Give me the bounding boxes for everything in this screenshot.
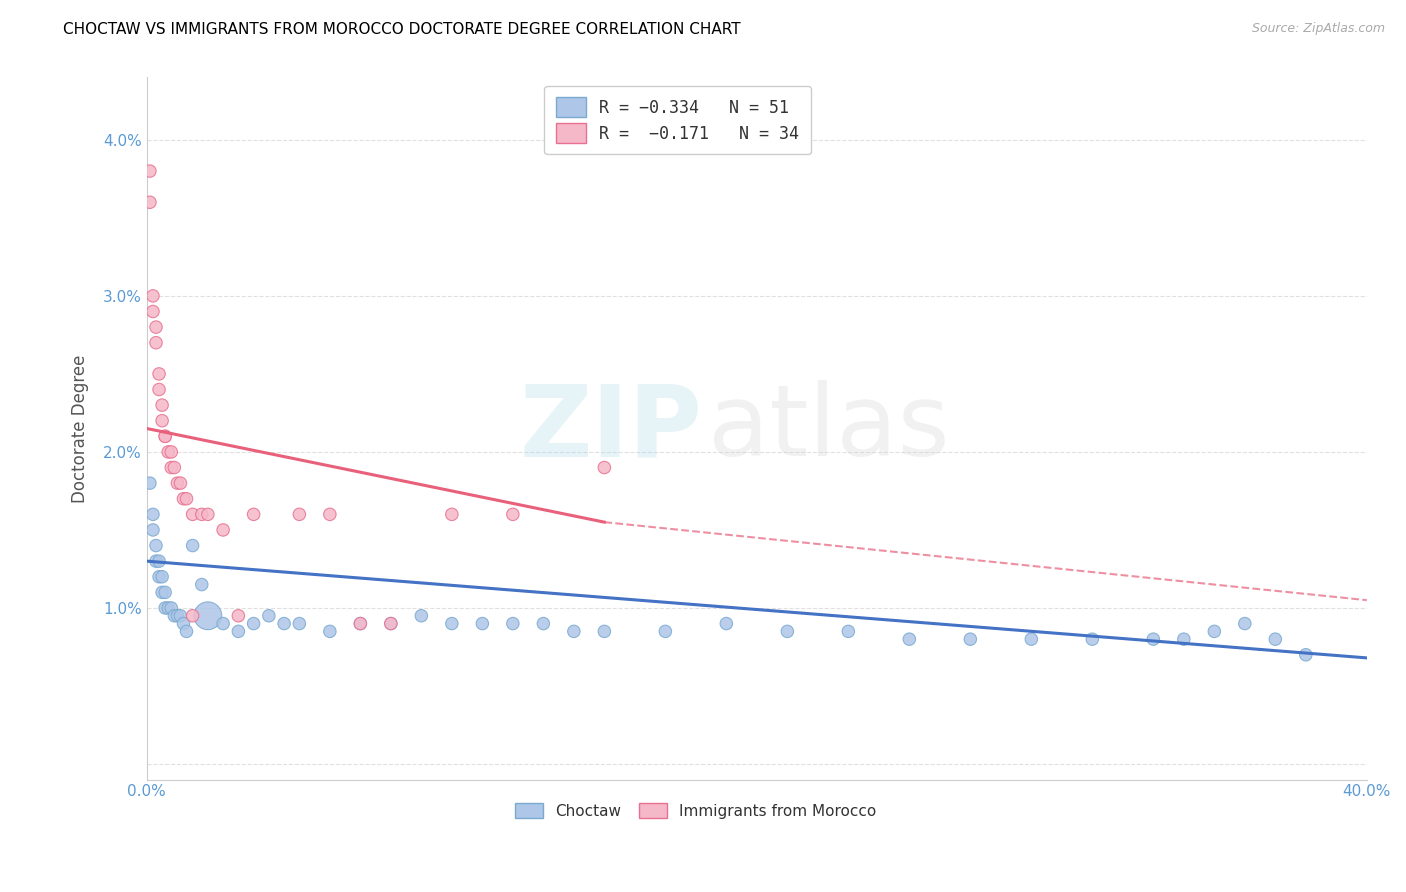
Point: [166, 476, 188, 491]
Point: [502, 616, 524, 631]
Point: [153, 601, 176, 615]
Point: [181, 508, 204, 522]
Point: [157, 601, 180, 615]
Point: [191, 508, 214, 522]
Point: [242, 508, 264, 522]
Point: [191, 577, 214, 591]
Point: [349, 616, 371, 631]
Point: [837, 624, 859, 639]
Point: [153, 585, 176, 599]
Point: [1081, 632, 1104, 647]
Point: [1142, 632, 1164, 647]
Point: [349, 616, 371, 631]
Point: [1233, 616, 1256, 631]
Point: [1021, 632, 1043, 647]
Point: [562, 624, 585, 639]
Point: [228, 608, 250, 623]
Point: [212, 616, 235, 631]
Point: [593, 624, 616, 639]
Point: [145, 335, 167, 350]
Point: [1295, 648, 1317, 662]
Point: [471, 616, 494, 631]
Point: [440, 616, 463, 631]
Point: [319, 508, 342, 522]
Point: [716, 616, 738, 631]
Point: [776, 624, 799, 639]
Point: [148, 383, 170, 397]
Point: [197, 608, 219, 623]
Point: [197, 508, 219, 522]
Point: [150, 414, 173, 428]
Point: [181, 539, 204, 553]
Point: [150, 398, 173, 412]
Point: [319, 624, 342, 639]
Y-axis label: Doctorate Degree: Doctorate Degree: [72, 354, 89, 503]
Point: [1173, 632, 1195, 647]
Point: [212, 523, 235, 537]
Point: [145, 320, 167, 334]
Point: [172, 491, 194, 506]
Point: [1264, 632, 1286, 647]
Point: [593, 460, 616, 475]
Point: [153, 429, 176, 443]
Point: [169, 608, 191, 623]
Point: [176, 491, 198, 506]
Point: [142, 304, 165, 318]
Point: [139, 195, 162, 210]
Point: [150, 585, 173, 599]
Point: [176, 624, 198, 639]
Point: [411, 608, 433, 623]
Point: [166, 608, 188, 623]
Point: [380, 616, 402, 631]
Point: [172, 616, 194, 631]
Point: [1204, 624, 1226, 639]
Point: [898, 632, 921, 647]
Point: [959, 632, 981, 647]
Point: [242, 616, 264, 631]
Point: [169, 476, 191, 491]
Point: [380, 616, 402, 631]
Point: [157, 445, 180, 459]
Point: [160, 445, 183, 459]
Text: CHOCTAW VS IMMIGRANTS FROM MOROCCO DOCTORATE DEGREE CORRELATION CHART: CHOCTAW VS IMMIGRANTS FROM MOROCCO DOCTO…: [63, 22, 741, 37]
Point: [440, 508, 463, 522]
Point: [257, 608, 280, 623]
Point: [273, 616, 295, 631]
Point: [531, 616, 554, 631]
Point: [288, 616, 311, 631]
Point: [148, 554, 170, 568]
Point: [148, 367, 170, 381]
Point: [139, 164, 162, 178]
Text: ZIP: ZIP: [519, 380, 702, 477]
Legend: Choctaw, Immigrants from Morocco: Choctaw, Immigrants from Morocco: [509, 797, 883, 824]
Point: [142, 508, 165, 522]
Point: [160, 460, 183, 475]
Point: [163, 608, 186, 623]
Point: [148, 570, 170, 584]
Point: [228, 624, 250, 639]
Point: [160, 601, 183, 615]
Text: atlas: atlas: [709, 380, 949, 477]
Point: [502, 508, 524, 522]
Point: [654, 624, 676, 639]
Point: [139, 476, 162, 491]
Point: [145, 539, 167, 553]
Point: [163, 460, 186, 475]
Point: [142, 289, 165, 303]
Point: [150, 570, 173, 584]
Point: [181, 608, 204, 623]
Point: [153, 429, 176, 443]
Point: [145, 554, 167, 568]
Point: [142, 523, 165, 537]
Text: Source: ZipAtlas.com: Source: ZipAtlas.com: [1251, 22, 1385, 36]
Point: [288, 508, 311, 522]
